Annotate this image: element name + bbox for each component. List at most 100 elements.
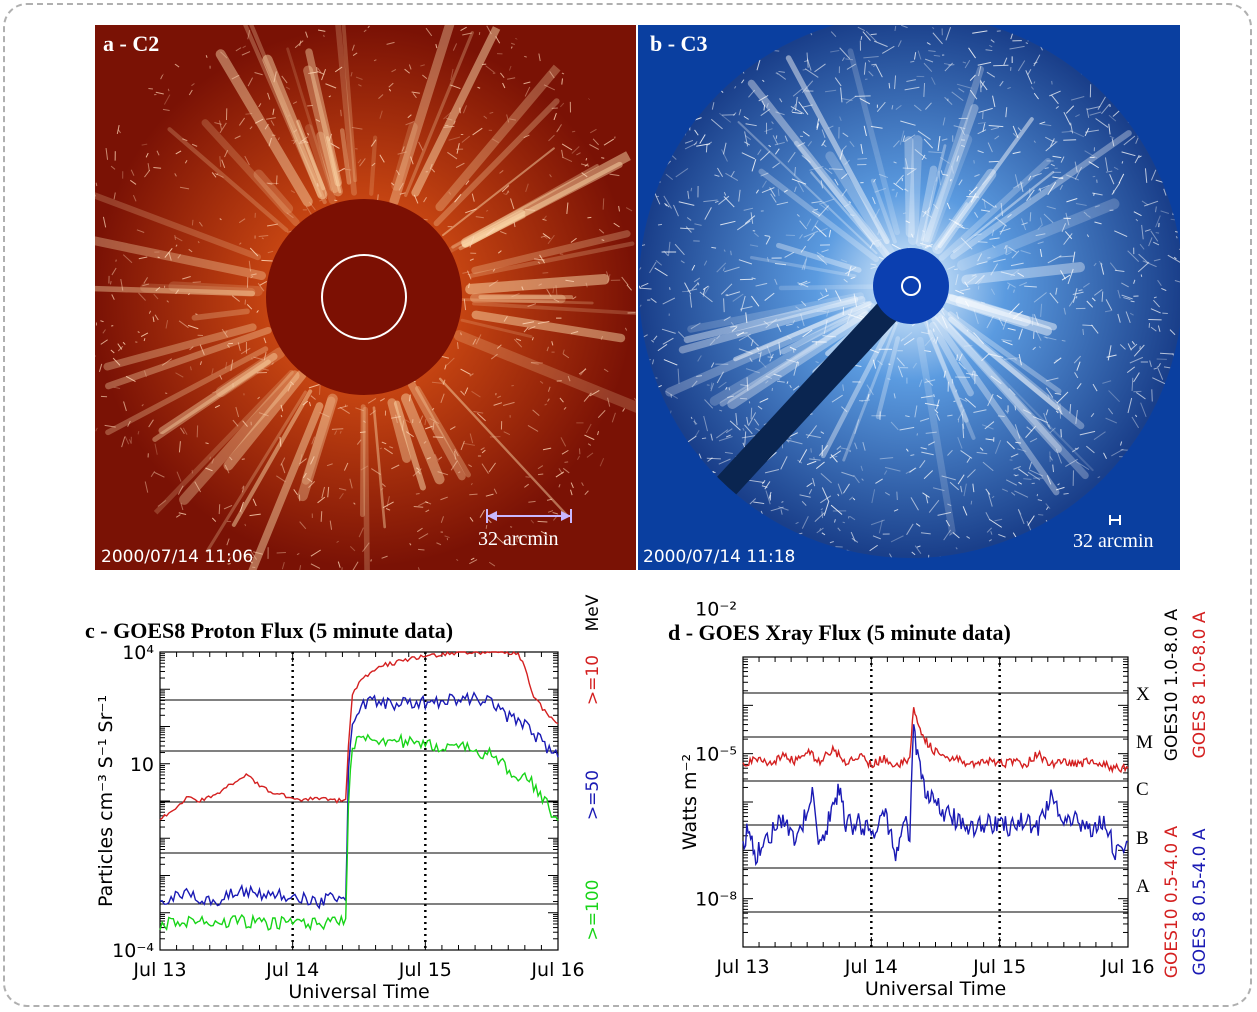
c3-noise xyxy=(693,420,698,425)
c2-noise xyxy=(199,361,202,366)
c3-noise xyxy=(690,416,693,420)
c3-noise xyxy=(787,439,803,445)
c3-noise xyxy=(1025,42,1029,44)
c3-noise xyxy=(698,453,702,459)
c3-noise xyxy=(900,332,913,342)
c2-noise xyxy=(218,504,221,515)
c3-noise xyxy=(850,531,856,542)
c3-streamer xyxy=(875,336,901,420)
c3-noise xyxy=(1045,550,1051,558)
c2-noise xyxy=(479,509,485,518)
panel-b-timestamp: 2000/07/14 11:18 xyxy=(643,547,796,567)
x-tick-label: Jul 13 xyxy=(132,959,186,981)
c3-noise xyxy=(1111,138,1115,147)
c2-noise xyxy=(469,236,475,248)
c2-noise xyxy=(122,341,126,345)
c3-noise xyxy=(762,79,765,83)
c3-noise xyxy=(1114,52,1120,62)
c3-noise xyxy=(670,62,684,74)
c2-noise xyxy=(324,190,327,200)
c3-noise xyxy=(866,384,874,396)
c2-streamer xyxy=(215,49,313,207)
c2-noise xyxy=(488,561,496,567)
c2-noise xyxy=(601,157,605,159)
c2-noise xyxy=(371,468,381,475)
c2-noise xyxy=(429,163,433,170)
c2-noise xyxy=(492,268,496,272)
c2-streamer xyxy=(316,131,339,194)
c3-noise xyxy=(647,103,656,113)
c2-noise xyxy=(634,449,636,461)
c2-streamer xyxy=(152,359,271,442)
c2-streamer xyxy=(393,400,427,491)
c3-noise xyxy=(744,431,747,445)
c3-noise xyxy=(1055,565,1060,570)
c3-noise xyxy=(640,242,643,245)
c3-noise xyxy=(1153,296,1157,299)
c3-noise xyxy=(1033,314,1039,326)
c2-noise xyxy=(589,390,600,397)
c3-noise xyxy=(893,161,897,164)
c3-streamer xyxy=(931,316,1060,496)
c2-noise xyxy=(456,143,460,154)
c2-noise xyxy=(247,29,251,40)
c3-noise xyxy=(1032,331,1035,339)
c3-noise xyxy=(808,489,813,495)
c3-streamer xyxy=(780,303,875,355)
c2-noise xyxy=(425,501,429,504)
c3-noise xyxy=(1144,200,1159,207)
c3-noise xyxy=(962,423,965,439)
c3-noise xyxy=(1004,409,1009,414)
c3-noise xyxy=(764,128,773,133)
c2-noise xyxy=(168,252,172,261)
c3-streamer xyxy=(825,151,895,258)
c3-noise xyxy=(1133,372,1140,383)
c2-noise xyxy=(161,358,173,366)
c2-noise xyxy=(266,223,278,227)
c3-noise xyxy=(809,458,821,461)
c2-noise xyxy=(189,366,192,371)
c3-noise xyxy=(639,498,648,511)
c3-noise xyxy=(692,517,708,523)
c3-noise xyxy=(897,365,903,378)
c2-noise xyxy=(141,404,144,407)
c2-noise xyxy=(493,402,503,406)
c2-noise xyxy=(315,119,321,123)
c3-noise xyxy=(754,232,759,237)
c3-noise xyxy=(1157,325,1161,332)
c3-noise xyxy=(1168,59,1180,62)
c2-noise xyxy=(597,430,600,436)
c3-streamer xyxy=(904,136,915,238)
c3-noise xyxy=(1178,49,1180,65)
c3-noise xyxy=(979,447,984,451)
c2-noise xyxy=(299,458,307,465)
c3-noise xyxy=(1072,288,1078,303)
c3-noise xyxy=(1010,262,1024,267)
c3-noise xyxy=(639,546,640,558)
c3-noise xyxy=(1090,412,1095,418)
c3-noise xyxy=(736,331,745,337)
c3-noise xyxy=(1103,520,1106,529)
c2-noise xyxy=(205,442,209,445)
c3-noise xyxy=(685,489,689,495)
c3-noise xyxy=(815,361,819,364)
c3-noise xyxy=(778,342,781,356)
c3-noise xyxy=(956,83,972,89)
c3-noise xyxy=(730,321,734,326)
c2-noise xyxy=(316,183,319,187)
c3-noise xyxy=(651,402,661,409)
c2-noise xyxy=(98,124,103,132)
c3-noise xyxy=(891,105,894,110)
c3-noise xyxy=(977,61,992,66)
c2-noise xyxy=(468,283,470,289)
c3-noise xyxy=(745,135,752,141)
c2-noise xyxy=(461,135,471,143)
c2-noise xyxy=(95,427,98,439)
c2-noise xyxy=(319,412,330,418)
c3-noise xyxy=(888,82,891,89)
c3-noise xyxy=(1142,260,1157,268)
c2-noise xyxy=(531,337,534,341)
c2-noise xyxy=(618,552,623,563)
c2-streamer xyxy=(215,347,286,398)
c3-noise xyxy=(1061,274,1071,281)
